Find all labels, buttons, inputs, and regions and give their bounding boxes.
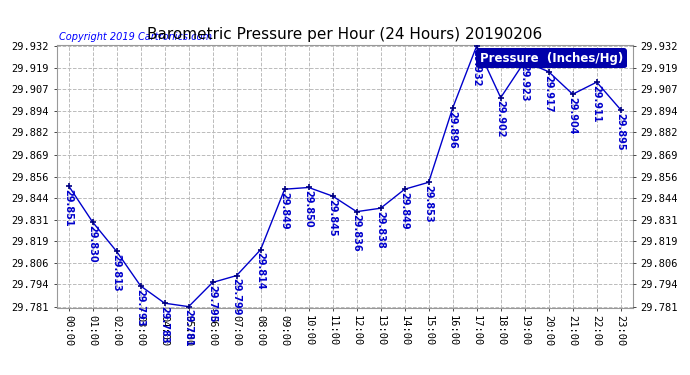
Text: 29.850: 29.850 bbox=[304, 190, 314, 228]
Text: 29.799: 29.799 bbox=[232, 278, 241, 316]
Text: 29.836: 29.836 bbox=[352, 214, 362, 252]
Text: 29.849: 29.849 bbox=[279, 192, 290, 230]
Text: 29.904: 29.904 bbox=[568, 97, 578, 135]
Text: 29.851: 29.851 bbox=[63, 189, 74, 226]
Text: 29.923: 29.923 bbox=[520, 64, 530, 102]
Text: 29.895: 29.895 bbox=[615, 112, 626, 150]
Text: 29.795: 29.795 bbox=[208, 285, 217, 323]
Text: 29.814: 29.814 bbox=[255, 252, 266, 290]
Text: 29.902: 29.902 bbox=[495, 100, 506, 138]
Text: 29.830: 29.830 bbox=[88, 225, 97, 262]
Text: 29.838: 29.838 bbox=[375, 211, 386, 249]
Text: 29.917: 29.917 bbox=[544, 75, 553, 112]
Legend: Pressure  (Inches/Hg): Pressure (Inches/Hg) bbox=[477, 48, 627, 68]
Text: 29.853: 29.853 bbox=[424, 185, 434, 223]
Text: 29.781: 29.781 bbox=[184, 309, 194, 347]
Text: 29.845: 29.845 bbox=[328, 199, 337, 237]
Text: 29.932: 29.932 bbox=[472, 49, 482, 86]
Text: Copyright 2019 Cartronics.com: Copyright 2019 Cartronics.com bbox=[59, 32, 213, 42]
Text: 29.849: 29.849 bbox=[400, 192, 410, 230]
Text: 29.783: 29.783 bbox=[159, 306, 170, 344]
Text: 29.793: 29.793 bbox=[136, 289, 146, 326]
Text: 29.911: 29.911 bbox=[592, 85, 602, 122]
Text: 29.896: 29.896 bbox=[448, 111, 457, 148]
Title: Barometric Pressure per Hour (24 Hours) 20190206: Barometric Pressure per Hour (24 Hours) … bbox=[147, 27, 542, 42]
Text: 29.813: 29.813 bbox=[112, 254, 121, 292]
